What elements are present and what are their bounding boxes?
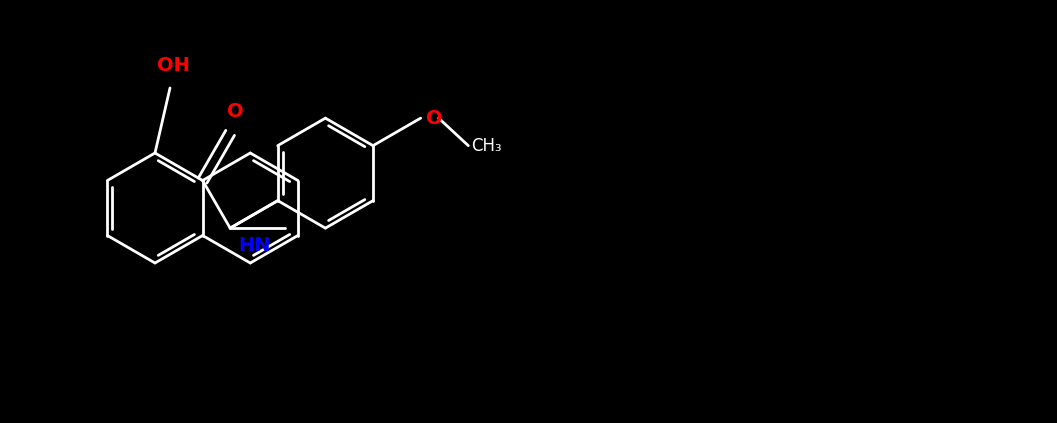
- Text: O: O: [426, 109, 442, 128]
- Text: CH₃: CH₃: [471, 137, 502, 155]
- Text: HN: HN: [238, 236, 271, 255]
- Text: OH: OH: [156, 56, 189, 75]
- Text: O: O: [227, 102, 243, 121]
